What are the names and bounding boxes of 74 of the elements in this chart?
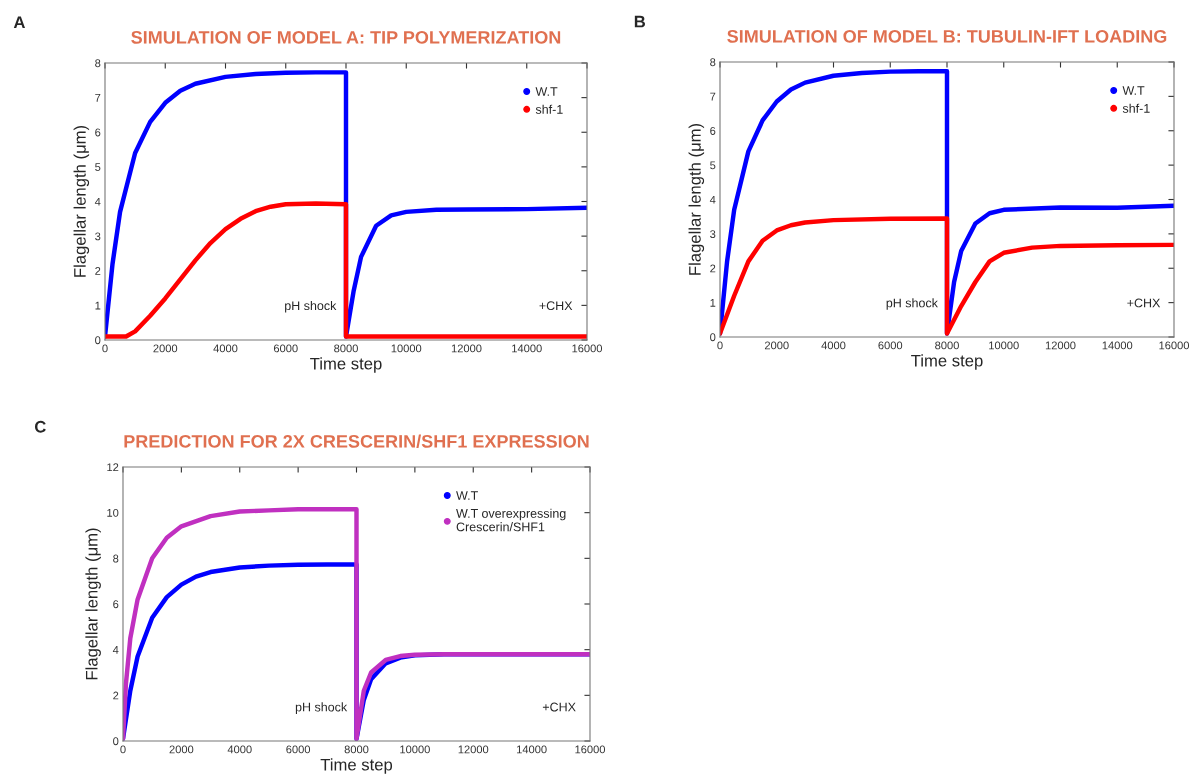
- x-tick-label: 16000: [575, 745, 606, 754]
- x-tick-label: 4000: [227, 745, 252, 754]
- y-tick-label: 2: [95, 267, 101, 275]
- y-tick-label: 6: [710, 127, 716, 135]
- x-tick-label: 14000: [1102, 341, 1133, 350]
- x-tick-label: 10000: [400, 745, 430, 754]
- x-tick-label: 12000: [1045, 341, 1076, 350]
- legend-label: W.T: [456, 491, 478, 500]
- text: C: [34, 420, 46, 433]
- chart-title: SIMULATION OF MODEL B: TUBULIN-IFT LOADING: [727, 29, 1167, 43]
- y-tick-label: 3: [95, 232, 101, 241]
- x-tick-label: 6000: [273, 344, 298, 353]
- legend-label: W.T: [1122, 86, 1145, 95]
- text: B: [634, 15, 646, 28]
- x-tick-label: 4000: [821, 341, 846, 350]
- annotation: pH shock: [295, 702, 348, 714]
- x-tick-label: 8000: [334, 344, 358, 353]
- annotation: +CHX: [1127, 298, 1161, 308]
- y-tick-label: 8: [710, 58, 716, 67]
- x-axis-title: Time step: [310, 357, 382, 373]
- y-tick-label: 3: [710, 230, 716, 239]
- x-tick-label: 12000: [451, 344, 482, 353]
- x-tick-label: 12000: [458, 745, 489, 754]
- y-tick-label: 7: [710, 92, 716, 101]
- y-axis-title: Flagellar length (μm): [85, 528, 101, 680]
- x-tick-label: 8000: [344, 745, 369, 754]
- x-tick-label: 6000: [286, 745, 311, 754]
- y-tick-label: 4: [94, 197, 101, 206]
- y-tick-label: 5: [710, 161, 716, 170]
- y-tick-label: 12: [107, 463, 119, 472]
- x-tick-label: 8000: [935, 341, 959, 350]
- annotation: pH shock: [285, 300, 337, 313]
- chart-title: PREDICTION FOR 2X CRESCERIN/SHF1 EXPRESSION: [124, 434, 589, 448]
- y-tick-label: 4: [112, 646, 119, 654]
- x-tick-label: 0: [717, 341, 723, 350]
- x-axis-title: Time step: [911, 354, 983, 370]
- annotation: +CHX: [539, 301, 573, 311]
- y-tick-label: 2: [710, 264, 716, 273]
- y-tick-label: 6: [113, 600, 119, 609]
- y-tick-label: 2: [113, 691, 119, 700]
- y-tick-label: 8: [113, 554, 119, 563]
- y-tick-label: 1: [95, 301, 101, 310]
- legend-label: W.T overexpressing Crescerin/SHF1: [456, 508, 566, 532]
- x-tick-label: 2000: [153, 344, 178, 353]
- x-tick-label: 4000: [213, 344, 238, 353]
- text: A: [13, 16, 26, 28]
- annotation: pH shock: [886, 298, 938, 310]
- annotation: +CHX: [542, 702, 576, 712]
- y-tick-label: 4: [709, 195, 716, 204]
- y-tick-label: 0: [113, 737, 119, 746]
- y-tick-label: 10: [107, 508, 119, 517]
- x-tick-label: 2000: [764, 341, 789, 350]
- chart-title: SIMULATION OF MODEL A: TIP POLYMERIZATION: [131, 30, 561, 44]
- y-tick-label: 6: [95, 128, 101, 137]
- x-tick-label: 10000: [391, 344, 422, 353]
- x-tick-label: 0: [120, 745, 126, 754]
- y-tick-label: 1: [710, 299, 716, 307]
- y-axis-title: Flagellar length (μm): [73, 125, 90, 277]
- x-tick-label: 16000: [572, 344, 603, 353]
- legend-label: shf-1: [1122, 103, 1150, 113]
- x-tick-label: 14000: [512, 344, 542, 353]
- x-axis-title: Time step: [320, 758, 393, 774]
- x-tick-label: 10000: [989, 341, 1019, 350]
- legend-label: shf-1: [535, 104, 563, 114]
- y-axis-title: Flagellar length (μm): [688, 123, 705, 275]
- y-tick-label: 0: [710, 333, 716, 342]
- y-tick-label: 7: [95, 94, 101, 102]
- y-tick-label: 8: [95, 59, 101, 68]
- x-tick-label: 16000: [1159, 341, 1190, 350]
- y-tick-label: 5: [95, 163, 101, 172]
- legend-label: W.T: [535, 87, 558, 96]
- x-tick-label: 14000: [517, 745, 547, 754]
- x-tick-label: 6000: [878, 341, 903, 350]
- x-tick-label: 2000: [169, 745, 194, 754]
